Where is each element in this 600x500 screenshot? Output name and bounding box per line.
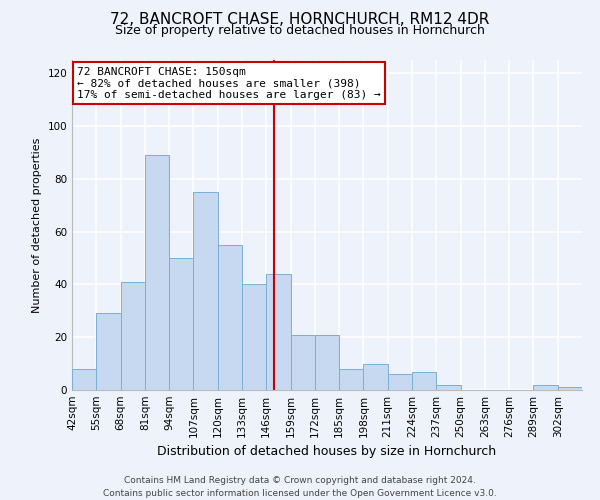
Bar [533,384,558,390]
Bar [388,374,412,390]
Bar [364,364,388,390]
Bar [412,372,436,390]
Bar [339,369,364,390]
Bar [315,334,339,390]
Text: 72 BANCROFT CHASE: 150sqm
← 82% of detached houses are smaller (398)
17% of semi: 72 BANCROFT CHASE: 150sqm ← 82% of detac… [77,66,381,100]
Bar [193,192,218,390]
Bar [169,258,193,390]
Bar [558,388,582,390]
Bar [72,369,96,390]
Bar [121,282,145,390]
Text: 72, BANCROFT CHASE, HORNCHURCH, RM12 4DR: 72, BANCROFT CHASE, HORNCHURCH, RM12 4DR [110,12,490,28]
Bar [436,384,461,390]
Bar [266,274,290,390]
Bar [145,155,169,390]
Bar [242,284,266,390]
X-axis label: Distribution of detached houses by size in Hornchurch: Distribution of detached houses by size … [157,446,497,458]
Text: Size of property relative to detached houses in Hornchurch: Size of property relative to detached ho… [115,24,485,37]
Y-axis label: Number of detached properties: Number of detached properties [32,138,42,312]
Bar [290,334,315,390]
Bar [218,245,242,390]
Bar [96,314,121,390]
Text: Contains HM Land Registry data © Crown copyright and database right 2024.
Contai: Contains HM Land Registry data © Crown c… [103,476,497,498]
